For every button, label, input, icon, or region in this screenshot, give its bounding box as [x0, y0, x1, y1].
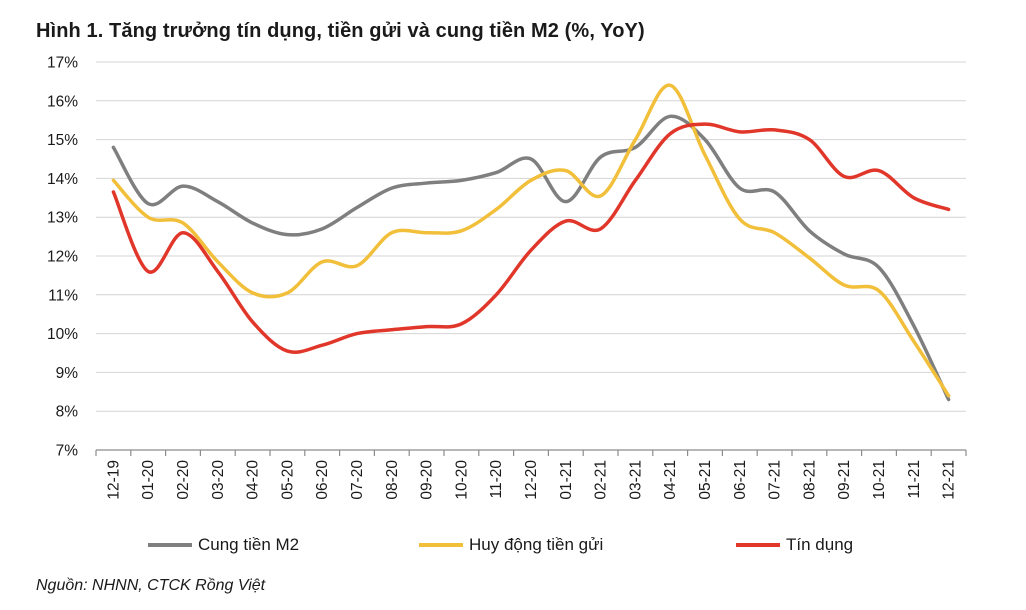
line-chart: 7% 8% 9% 10% 11% 12% 13% 14% 15% 16% 17% 12-19 01-2…: [47, 55, 967, 500]
x-tick-label: 06-20: [314, 460, 331, 500]
x-tick-label: 08-21: [801, 460, 818, 500]
x-tick-label: 12-19: [105, 460, 122, 500]
x-tick-label: 04-21: [662, 460, 679, 500]
series-line-2: [111, 122, 951, 354]
x-tick-label: 08-20: [384, 460, 401, 500]
series-line-0: [111, 114, 951, 402]
x-tick-label: 09-20: [419, 460, 436, 500]
x-tick-label: 02-20: [175, 460, 192, 500]
x-tick-label: 10-20: [453, 460, 470, 500]
legend-label-deposits: Huy động tiền gửi: [469, 535, 604, 554]
x-tick-label: 10-21: [871, 460, 888, 500]
x-tick-label: 01-20: [140, 460, 157, 500]
x-tick-label: 01-21: [558, 460, 575, 500]
x-tick-label: 09-21: [836, 460, 853, 500]
legend-item-deposits: Huy động tiền gửi: [419, 535, 603, 555]
y-tick-label: 9%: [56, 365, 79, 382]
source-note: Nguồn: NHNN, CTCK Rồng Việt: [36, 577, 266, 594]
x-tick-label: 11-21: [906, 460, 923, 499]
x-tick-label: 12-21: [941, 460, 958, 500]
legend-item-m2: Cung tiền M2: [148, 535, 299, 555]
y-tick-label: 14%: [47, 171, 78, 188]
legend-swatch-credit: [736, 543, 780, 547]
chart-title: Hình 1. Tăng trưởng tín dụng, tiền gửi v…: [36, 20, 645, 42]
series-line-1: [111, 83, 951, 398]
x-tick-label: 03-20: [210, 460, 227, 500]
legend-label-m2: Cung tiền M2: [198, 535, 300, 554]
grid-lines: [96, 61, 966, 412]
legend-swatch-deposits: [419, 543, 463, 547]
x-tick-label: 05-20: [279, 460, 296, 500]
x-tick-label: 06-21: [732, 460, 749, 500]
y-tick-label: 15%: [47, 132, 78, 149]
legend-label-credit: Tín dụng: [786, 535, 854, 554]
y-tick-label: 11%: [48, 287, 78, 304]
y-tick-label: 16%: [47, 93, 78, 110]
x-tick-label: 03-21: [627, 460, 644, 500]
x-tick-label: 05-21: [697, 460, 714, 500]
x-tick-label: 12-20: [523, 460, 540, 500]
x-tick-label: 07-21: [767, 460, 784, 500]
x-tick-label: 07-20: [349, 460, 366, 500]
x-tick-label: 04-20: [245, 460, 262, 500]
y-tick-label: 8%: [56, 404, 79, 421]
legend-swatch-m2: [148, 543, 192, 547]
y-tick-label: 13%: [47, 210, 78, 227]
legend: Cung tiền M2 Huy động tiền gửi Tín dụng: [0, 535, 1026, 565]
x-axis: 12-19 01-20 02-20 03-20 04-20 05-20 06-20 07-20…: [95, 449, 967, 500]
y-tick-label: 17%: [47, 55, 78, 72]
x-tick-label: 02-21: [593, 460, 610, 500]
series-lines: [111, 83, 951, 402]
y-tick-label: 7%: [56, 443, 79, 460]
x-tick-label: 11-20: [488, 460, 505, 499]
y-tick-label: 10%: [47, 326, 78, 343]
y-axis-ticks: 7% 8% 9% 10% 11% 12% 13% 14% 15% 16% 17%: [47, 55, 78, 460]
legend-item-credit: Tín dụng: [736, 535, 853, 555]
y-tick-label: 12%: [47, 249, 78, 266]
